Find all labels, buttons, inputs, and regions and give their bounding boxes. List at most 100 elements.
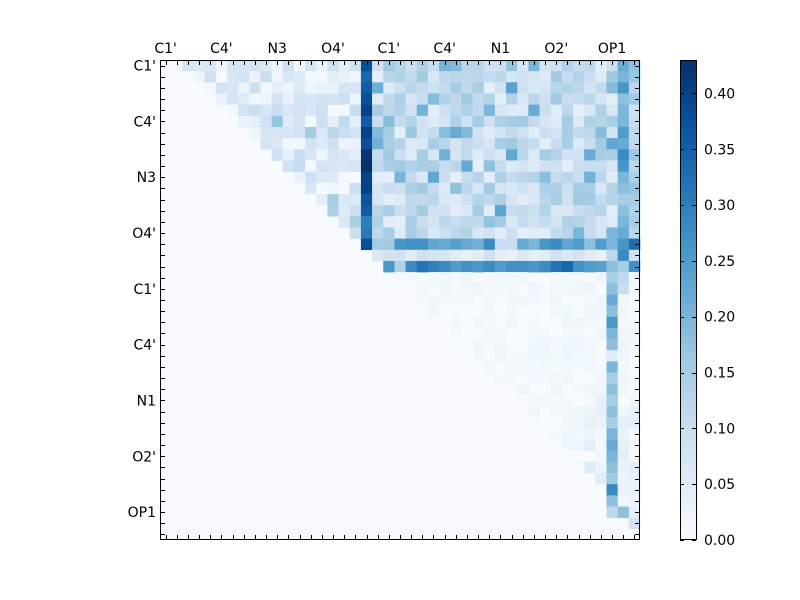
heatmap-cell: [517, 249, 529, 262]
heatmap-cell: [606, 495, 618, 507]
heatmap-cell: [628, 104, 641, 117]
heatmap-cell: [394, 182, 406, 195]
heatmap-cell: [483, 193, 496, 206]
heatmap-cell: [383, 227, 395, 239]
heatmap-cell: [606, 350, 618, 362]
heatmap-cell: [282, 138, 295, 150]
heatmap-cell: [617, 417, 630, 429]
heatmap-cell: [305, 104, 317, 117]
heatmap-cell: [584, 305, 596, 318]
heatmap-cell: [584, 171, 596, 184]
heatmap-cell: [517, 383, 529, 396]
x-tick-label: C4': [210, 41, 233, 57]
heatmap-cell: [584, 82, 596, 94]
heatmap-cell: [528, 350, 540, 362]
heatmap-cell: [349, 138, 362, 150]
heatmap-cell: [595, 71, 607, 83]
heatmap-cell: [450, 138, 462, 150]
heatmap-cell: [439, 182, 451, 195]
heatmap-cell: [550, 60, 563, 72]
heatmap-cell: [439, 71, 451, 83]
heatmap-cell: [360, 160, 373, 172]
heatmap-cell: [439, 216, 451, 228]
y-tick-label: C4': [133, 338, 156, 354]
heatmap-cell: [439, 82, 451, 94]
heatmap-cell: [595, 439, 607, 451]
heatmap-cell: [528, 138, 540, 150]
heatmap-cell: [305, 182, 317, 195]
heatmap-cell: [595, 461, 607, 474]
heatmap-cell: [606, 473, 618, 485]
heatmap-cell: [383, 249, 395, 262]
heatmap-cell: [483, 160, 496, 172]
heatmap-cell: [316, 126, 328, 139]
heatmap-cell: [249, 126, 261, 139]
heatmap-cell: [416, 60, 429, 72]
heatmap-cell: [293, 126, 306, 139]
heatmap-cell: [439, 294, 451, 306]
heatmap-cell: [539, 327, 551, 340]
heatmap-cell: [472, 339, 485, 351]
heatmap-cell: [628, 60, 641, 72]
heatmap-cell: [394, 205, 406, 217]
x-tick-label: O2': [544, 41, 568, 57]
heatmap-cell: [506, 227, 518, 239]
heatmap-cell: [628, 227, 641, 239]
heatmap-cell: [584, 238, 596, 251]
heatmap-cell: [628, 372, 641, 385]
heatmap-cell: [573, 383, 585, 396]
heatmap-cell: [483, 182, 496, 195]
heatmap-cell: [450, 327, 462, 340]
heatmap-cell: [372, 104, 384, 117]
heatmap-cell: [360, 227, 373, 239]
heatmap-cell: [461, 249, 473, 262]
heatmap-cell: [617, 283, 630, 295]
heatmap-cell: [606, 327, 618, 340]
heatmap-cell: [494, 104, 507, 117]
axis-ticks: [160, 60, 640, 540]
heatmap-cell: [561, 82, 574, 94]
heatmap-cell: [606, 372, 618, 385]
heatmap-cell: [360, 138, 373, 150]
heatmap-cell: [450, 182, 462, 195]
heatmap-cell: [606, 71, 618, 83]
heatmap-cell: [260, 138, 272, 150]
heatmap-cell: [483, 205, 496, 217]
heatmap-cell: [483, 93, 496, 105]
heatmap-cell: [573, 205, 585, 217]
heatmap-cell: [305, 93, 317, 105]
heatmap-cell: [360, 216, 373, 228]
heatmap-cell: [539, 126, 551, 139]
heatmap-cell: [249, 71, 261, 83]
heatmap-cell: [561, 428, 574, 440]
heatmap-cell: [282, 126, 295, 139]
heatmap-cell: [506, 104, 518, 117]
heatmap-cell: [327, 182, 339, 195]
heatmap-cell: [606, 104, 618, 117]
heatmap-cell: [472, 260, 485, 273]
colorbar-ticks: 0.00 0.05 0.10 0.15 0.20 0.25 0.30 0.35 0.40: [680, 87, 735, 549]
heatmap-cell: [461, 93, 473, 105]
heatmap-cell: [539, 104, 551, 117]
heatmap-cell: [383, 82, 395, 94]
y-tick-labels: C1' C4' N3 O4' C1' C4' N1 O2' OP1: [128, 59, 156, 521]
heatmap-cell: [405, 238, 418, 251]
heatmap-cell: [517, 60, 529, 72]
heatmap-cell: [349, 115, 362, 128]
heatmap-cell: [349, 216, 362, 228]
heatmap-cell: [383, 238, 395, 251]
heatmap-cell: [439, 193, 451, 206]
heatmap-cell: [405, 115, 418, 128]
heatmap-cell: [260, 82, 272, 94]
heatmap-cell: [628, 283, 641, 295]
heatmap-cell: [394, 260, 406, 273]
heatmap-cell: [584, 160, 596, 172]
heatmap-cell: [394, 149, 406, 161]
heatmap-cell: [461, 115, 473, 128]
heatmap-cell: [372, 249, 384, 262]
heatmap-cell: [338, 104, 351, 117]
heatmap-cell: [461, 104, 473, 117]
heatmap-cell: [550, 182, 563, 195]
heatmap-cell: [439, 60, 451, 72]
heatmap-cell: [416, 104, 429, 117]
